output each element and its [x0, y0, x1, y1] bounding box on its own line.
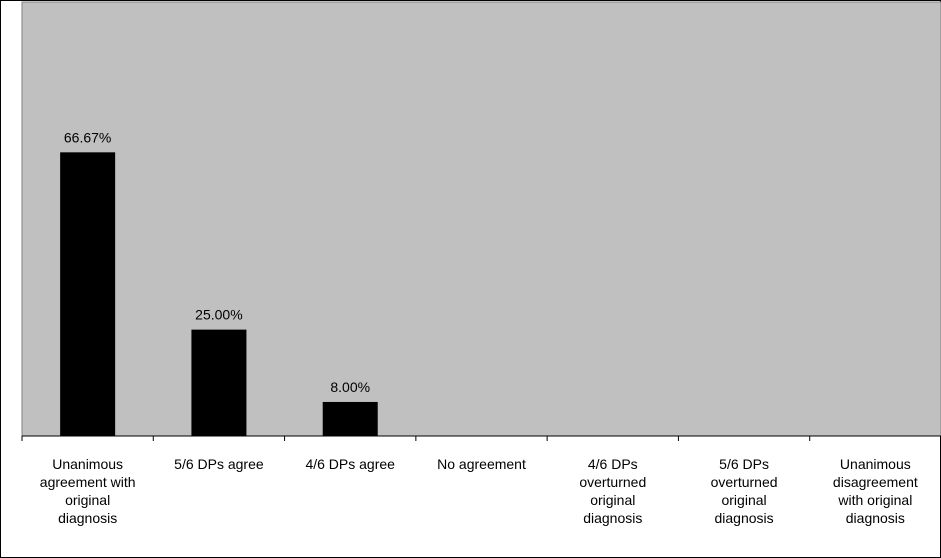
x-tick-label: 5/6 DPs agree [174, 456, 264, 472]
data-label: 8.00% [330, 379, 370, 395]
plot-area [21, 1, 941, 437]
x-tick-label: 4/6 DPs overturned original diagnosis [579, 456, 647, 526]
x-tick-label: 5/6 DPs overturned original diagnosis [710, 456, 778, 526]
x-tick-label: 4/6 DPs agree [305, 456, 395, 472]
bar [322, 401, 378, 436]
data-label: 25.00% [195, 307, 242, 323]
x-tick-label: Unanimous disagreement with original dia… [832, 456, 918, 526]
bar [191, 329, 247, 436]
data-label: 66.67% [64, 129, 111, 145]
x-tick-label: No agreement [437, 456, 526, 472]
x-tick-label: Unanimous agreement with original diagno… [39, 456, 136, 526]
bar [60, 152, 116, 436]
